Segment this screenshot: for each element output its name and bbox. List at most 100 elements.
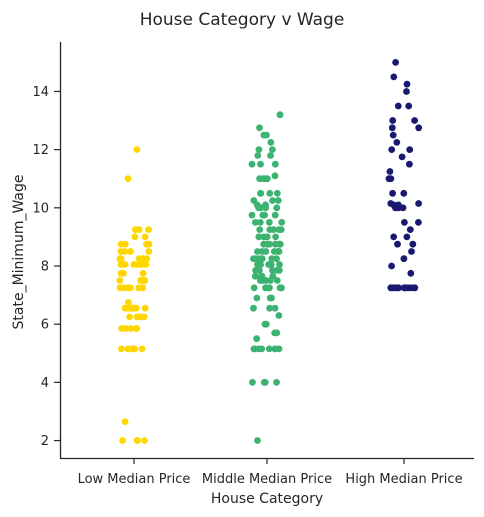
data-point bbox=[403, 88, 410, 95]
data-point bbox=[257, 189, 264, 197]
data-point bbox=[258, 248, 266, 255]
data-point bbox=[390, 73, 398, 81]
data-point bbox=[266, 189, 274, 197]
y-tick-label: 12 bbox=[32, 143, 49, 158]
data-point bbox=[258, 255, 266, 263]
data-point bbox=[255, 233, 263, 241]
data-point bbox=[278, 219, 286, 226]
data-point bbox=[269, 197, 276, 204]
data-point bbox=[145, 226, 153, 234]
data-points bbox=[116, 59, 423, 444]
data-point bbox=[254, 152, 262, 159]
data-point bbox=[403, 80, 411, 88]
data-point bbox=[250, 304, 257, 312]
data-point bbox=[263, 175, 271, 183]
data-point bbox=[124, 175, 132, 183]
data-point bbox=[415, 124, 423, 132]
y-tick-label: 4 bbox=[41, 376, 49, 391]
data-point bbox=[271, 304, 279, 312]
data-point bbox=[273, 277, 281, 284]
x-tick-label: High Median Price bbox=[345, 472, 462, 487]
data-point bbox=[261, 320, 269, 328]
data-point bbox=[124, 345, 132, 353]
data-point bbox=[116, 277, 124, 284]
y-axis-ticks: 2 4 6 8 10 12 14 bbox=[32, 85, 60, 449]
data-point bbox=[142, 261, 150, 268]
data-point bbox=[253, 335, 261, 343]
data-point bbox=[124, 284, 132, 292]
data-point bbox=[399, 204, 407, 212]
data-point bbox=[388, 124, 396, 132]
data-point bbox=[400, 284, 408, 292]
data-point bbox=[403, 233, 411, 241]
data-point bbox=[251, 219, 259, 226]
data-point bbox=[254, 437, 261, 444]
data-point bbox=[392, 59, 399, 66]
data-point bbox=[388, 262, 395, 270]
data-point bbox=[256, 226, 264, 234]
data-point bbox=[389, 189, 396, 197]
y-tick-label: 6 bbox=[41, 318, 49, 333]
data-point bbox=[400, 255, 408, 263]
data-point bbox=[271, 160, 279, 168]
data-point bbox=[249, 379, 256, 386]
x-axis-label: House Category bbox=[211, 491, 323, 507]
data-point bbox=[248, 160, 256, 168]
data-point bbox=[275, 312, 283, 319]
data-point bbox=[415, 200, 422, 207]
data-point bbox=[398, 153, 406, 161]
data-point bbox=[121, 240, 129, 248]
data-point bbox=[276, 111, 284, 119]
data-point bbox=[273, 255, 280, 263]
data-point bbox=[255, 204, 262, 212]
data-point bbox=[274, 197, 282, 204]
data-point bbox=[254, 261, 261, 268]
data-point bbox=[256, 124, 263, 132]
data-point bbox=[250, 345, 258, 353]
data-point bbox=[393, 139, 401, 146]
data-point bbox=[251, 272, 259, 280]
data-point bbox=[253, 294, 261, 302]
data-point bbox=[141, 304, 149, 312]
data-point bbox=[385, 175, 393, 183]
data-point bbox=[271, 329, 279, 337]
data-point bbox=[145, 240, 153, 248]
data-point bbox=[270, 226, 277, 234]
y-tick-label: 8 bbox=[41, 260, 49, 275]
data-point bbox=[265, 219, 273, 226]
data-point bbox=[265, 345, 273, 353]
data-point bbox=[260, 131, 268, 139]
data-point bbox=[266, 240, 273, 248]
data-point bbox=[252, 255, 260, 263]
data-point bbox=[133, 146, 141, 154]
y-axis-label: State_Minimum_Wage bbox=[11, 175, 27, 330]
data-point bbox=[119, 437, 126, 444]
data-point bbox=[388, 146, 396, 154]
data-point bbox=[394, 240, 401, 248]
data-point bbox=[271, 172, 279, 180]
data-point bbox=[389, 131, 397, 139]
data-point bbox=[274, 248, 282, 255]
data-point bbox=[137, 313, 144, 321]
data-point bbox=[267, 152, 274, 159]
data-point bbox=[272, 233, 279, 241]
chart-title: House Category v Wage bbox=[140, 10, 345, 30]
data-point bbox=[406, 226, 414, 234]
data-point bbox=[139, 269, 147, 277]
y-tick-label: 10 bbox=[32, 201, 49, 216]
data-point bbox=[400, 189, 408, 197]
data-point bbox=[276, 261, 283, 268]
x-tick-label: Low Median Price bbox=[78, 472, 191, 487]
data-point bbox=[273, 267, 281, 274]
data-point bbox=[271, 345, 279, 353]
data-point bbox=[121, 261, 129, 268]
data-point bbox=[121, 418, 129, 425]
data-point bbox=[411, 117, 418, 124]
data-point bbox=[415, 219, 422, 226]
data-point bbox=[408, 248, 415, 255]
data-point bbox=[124, 299, 132, 306]
data-point bbox=[117, 248, 125, 255]
data-point bbox=[137, 277, 145, 284]
data-point bbox=[138, 345, 146, 353]
